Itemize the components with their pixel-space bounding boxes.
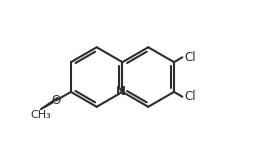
Text: O: O xyxy=(51,94,61,107)
Text: Cl: Cl xyxy=(184,90,196,103)
Text: N: N xyxy=(116,85,125,98)
Text: CH₃: CH₃ xyxy=(31,110,51,120)
Text: Cl: Cl xyxy=(184,51,196,64)
